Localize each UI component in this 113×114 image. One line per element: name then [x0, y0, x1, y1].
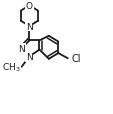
Text: N: N	[26, 22, 32, 31]
Text: N: N	[18, 45, 25, 53]
Text: Cl: Cl	[71, 54, 80, 64]
Text: O: O	[26, 2, 33, 11]
Text: CH$_3$: CH$_3$	[2, 61, 20, 73]
Text: N: N	[26, 53, 32, 61]
